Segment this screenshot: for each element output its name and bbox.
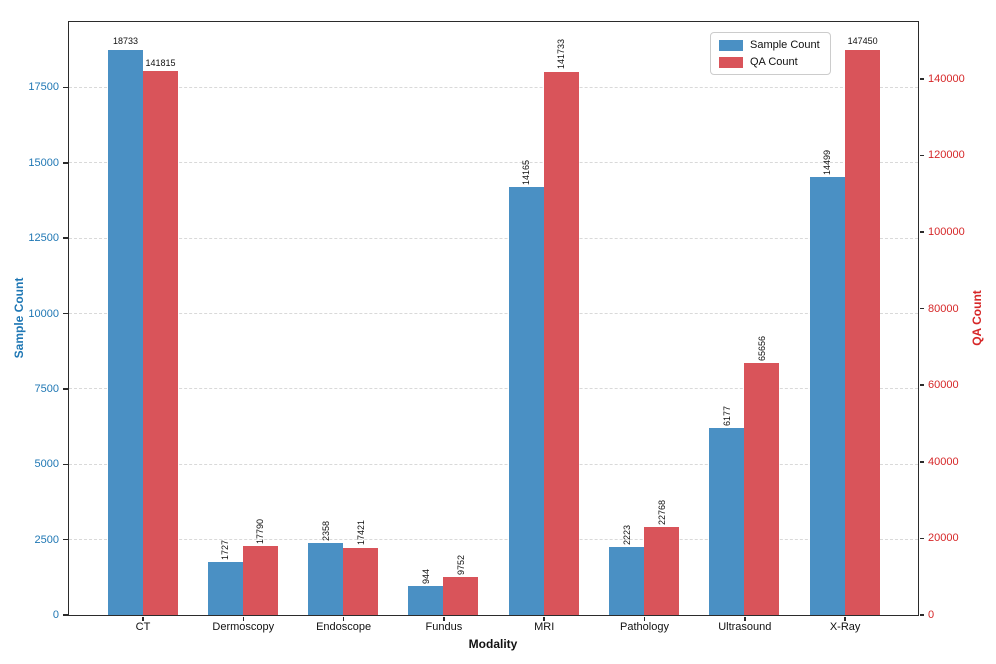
bar-sample-count-dermoscopy (207, 562, 243, 615)
bar-qa-count-pathology (644, 527, 679, 615)
left-axis-tick-label: 17500 (28, 81, 59, 94)
left-axis-tick-label: 7500 (34, 382, 59, 395)
gridline (68, 388, 918, 390)
bar-sample-count-endoscope (308, 543, 344, 615)
x-axis-tick (142, 616, 144, 621)
gridline (68, 86, 918, 88)
x-axis-tick (844, 616, 846, 621)
left-axis-tick (63, 538, 68, 541)
legend-swatch-qa-count (719, 56, 743, 68)
gridline (68, 539, 918, 541)
bar-sample-count-ct (107, 49, 143, 615)
gridline (68, 463, 918, 465)
bar-qa-count-mri (543, 71, 579, 615)
bar-qa-count-fundus (443, 577, 479, 615)
left-axis-tick-label: 5000 (34, 458, 59, 471)
right-axis-tick-label: 80000 (928, 302, 959, 315)
x-axis-tick (543, 616, 545, 621)
bar-value-label: 147450 (847, 36, 878, 47)
left-axis-tick-label: 10000 (28, 307, 59, 320)
right-axis-tick (919, 231, 924, 233)
left-axis-tick-label: 12500 (28, 232, 59, 245)
left-axis-tick (63, 388, 68, 390)
right-axis-tick (919, 154, 924, 157)
bar-value-label: 65656 (756, 335, 767, 361)
plot-area (67, 20, 919, 616)
left-axis-tick-label: 2500 (34, 533, 59, 546)
x-axis-tick (342, 616, 345, 621)
right-axis-tick (919, 384, 924, 386)
x-axis-tick (643, 616, 646, 621)
bar-value-label: 18733 (113, 36, 139, 47)
left-axis-tick (63, 463, 68, 465)
legend-swatch-sample-count (719, 39, 743, 51)
bar-value-label: 9752 (455, 554, 466, 575)
bar-value-label: 17421 (355, 520, 366, 546)
x-axis-tick-label: Pathology (620, 621, 669, 633)
bar-qa-count-ct (142, 71, 178, 615)
right-axis-tick-label: 60000 (928, 379, 959, 392)
bar-qa-count-x-ray (844, 49, 880, 615)
left-axis-tick-label: 15000 (28, 156, 59, 169)
bar-sample-count-ultrasound (709, 428, 745, 615)
bar-value-label: 944 (420, 568, 431, 584)
bar-value-label: 22768 (656, 499, 667, 525)
right-axis-tick-label: 40000 (928, 455, 959, 468)
bar-qa-count-ultrasound (744, 363, 780, 615)
right-axis-tick-label: 100000 (928, 225, 965, 238)
right-axis-tick (919, 307, 924, 310)
bar-value-label: 2358 (320, 520, 331, 541)
legend-label-sample-count: Sample Count (750, 39, 820, 51)
x-axis-tick-label: CT (135, 621, 151, 633)
legend-label-qa-count: QA Count (750, 56, 798, 68)
bar-value-label: 14499 (822, 149, 833, 175)
bar-sample-count-pathology (609, 547, 644, 615)
x-axis-tick-label: Fundus (425, 621, 463, 633)
bar-sample-count-mri (508, 187, 544, 615)
x-axis-tick (242, 616, 245, 621)
left-axis-tick-label: 0 (52, 609, 59, 621)
x-axis-tick-label: X-Ray (829, 621, 861, 633)
bar-value-label: 141733 (556, 39, 567, 70)
right-axis-tick (919, 461, 924, 463)
x-axis-title: Modality (468, 637, 518, 651)
x-axis-tick (744, 616, 746, 621)
bar-qa-count-endoscope (343, 547, 379, 615)
bar-qa-count-dermoscopy (242, 546, 278, 615)
left-axis-tick (63, 312, 68, 315)
bar-value-label: 17790 (255, 518, 266, 544)
bar-value-label: 2223 (621, 524, 632, 545)
right-axis-tick-label: 140000 (928, 72, 965, 85)
left-axis-tick (63, 614, 68, 616)
x-axis-tick-label: MRI (534, 621, 555, 633)
x-axis-tick-label: Dermoscopy (212, 621, 275, 633)
right-axis-tick-label: 120000 (928, 149, 965, 162)
right-axis-tick (919, 537, 924, 540)
legend-item-qa-count: QA Count (719, 56, 820, 68)
legend-item-sample-count: Sample Count (719, 39, 820, 51)
bar-value-label: 6177 (721, 405, 732, 426)
left-axis-tick (63, 237, 68, 239)
bar-sample-count-fundus (408, 586, 444, 615)
right-y-axis-title: QA Count (970, 290, 984, 346)
bar-sample-count-x-ray (809, 177, 845, 615)
x-axis-tick-label: Ultrasound (718, 621, 772, 633)
right-axis-tick (919, 78, 924, 80)
left-axis-tick (63, 162, 68, 164)
right-axis-tick-label: 20000 (928, 532, 959, 545)
right-axis-tick (919, 614, 924, 616)
right-axis-tick-label: 0 (928, 609, 935, 621)
bar-value-label: 1727 (220, 539, 231, 560)
bar-value-label: 141815 (145, 57, 176, 68)
legend: Sample Count QA Count (710, 32, 831, 75)
gridline (68, 313, 918, 315)
gridline (68, 162, 918, 164)
x-axis-tick (443, 616, 445, 621)
bar-value-label: 14165 (521, 159, 532, 185)
gridline (68, 237, 918, 239)
left-axis-tick (63, 86, 68, 89)
x-axis-tick-label: Endoscope (316, 621, 372, 633)
